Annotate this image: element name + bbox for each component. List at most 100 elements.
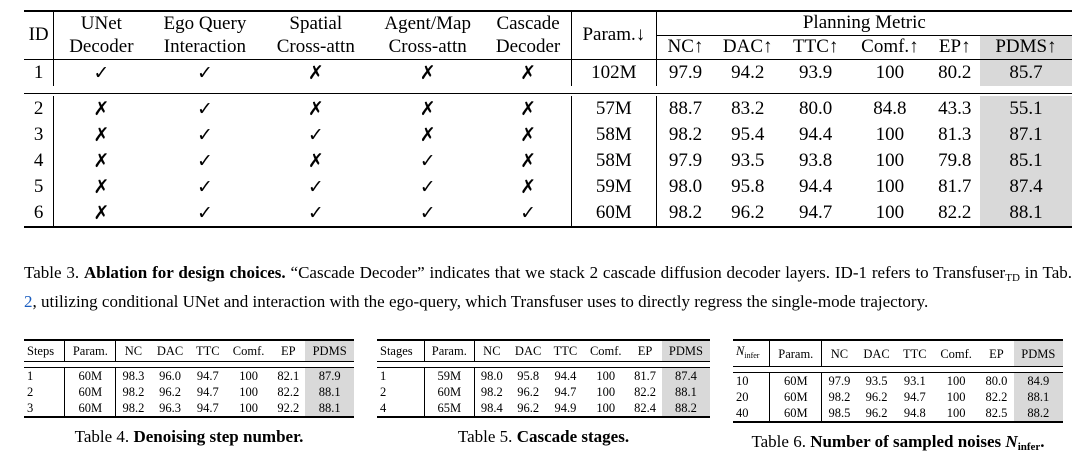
caption-label: Table 4. — [74, 427, 134, 446]
cell: 87.9 — [305, 367, 354, 384]
cell: 82.5 — [979, 405, 1014, 423]
header-nc: NC — [474, 340, 509, 362]
header-param: Param. — [423, 340, 475, 362]
cell-id: 1 — [33, 61, 44, 83]
cell-ego: ✓ — [196, 61, 213, 84]
cell-unet: ✓ — [53, 59, 149, 86]
cell: 94.7 — [196, 369, 219, 383]
cell-pdms: 87.1 — [979, 122, 1072, 148]
header-pdms: PDMS — [661, 340, 710, 362]
cell: 4 — [377, 400, 425, 418]
table-row: 1 59M 98.0 95.8 94.4 100 81.7 87.4 — [377, 367, 710, 384]
cell-ep: 80.2 — [938, 61, 972, 83]
cell: 93.5 — [865, 374, 888, 388]
header-param: Param. — [769, 340, 822, 367]
cell-unet: ✗ — [53, 148, 149, 174]
cell-cascade: ✗ — [520, 98, 537, 120]
cell: 1 — [27, 369, 34, 383]
cell: 98.2 — [115, 400, 151, 418]
header-dac: DAC↑ — [722, 36, 773, 57]
cell: 87.4 — [661, 367, 710, 384]
cell-cascade: ✗ — [520, 150, 537, 172]
cell-dac: 96.2 — [731, 202, 765, 223]
cell-agent: ✗ — [419, 98, 436, 120]
cell: 84.9 — [1013, 372, 1063, 389]
cell-nc: 97.9 — [655, 59, 715, 86]
table-row: 40 60M 98.5 96.2 94.8 100 82.5 88.2 — [733, 405, 1063, 423]
cell-ttc: 93.8 — [799, 150, 833, 171]
cell-nc: 88.7 — [655, 96, 715, 122]
cell: 60M — [769, 405, 822, 423]
header-ep: EP — [271, 340, 306, 362]
header-ttc: TTC — [547, 340, 584, 362]
table-3-caption: Table 3. Ablation for design choices. “C… — [24, 261, 1072, 313]
cell: 94.9 — [547, 400, 584, 418]
cell: 60M — [769, 372, 822, 389]
cell-pdms: 55.1 — [979, 96, 1072, 122]
header-comf: Comf.↑ — [861, 36, 919, 57]
header-pdms: PDMS↑ — [979, 35, 1072, 59]
cell: 98.4 — [474, 400, 509, 418]
cell-ttc: 94.4 — [799, 176, 833, 197]
cell: 88.1 — [1013, 389, 1063, 405]
cell: 98.2 — [474, 384, 509, 400]
header-param: Param.↓ — [570, 11, 657, 59]
table-3: ID UNet Ego Query Spatial Agent/Map Casc… — [24, 10, 1072, 228]
cell: 65M — [423, 400, 475, 418]
header-agent-1: Agent/Map — [384, 12, 471, 34]
cell: 100 — [239, 385, 258, 399]
cell-spatial: ✓ — [307, 124, 324, 146]
header-cascade-1: Cascade — [496, 12, 560, 34]
cell-nc: 98.0 — [655, 174, 715, 200]
table-reference-link[interactable]: 2 — [24, 292, 33, 311]
cell-spatial: ✗ — [307, 61, 324, 84]
cell-param: 60M — [570, 200, 657, 227]
cell: 20 — [736, 390, 749, 404]
header-ttc: TTC — [189, 340, 226, 362]
caption-subscript: TD — [1005, 272, 1020, 284]
cell-comf: 100 — [875, 124, 905, 145]
table-row: 4 65M 98.4 96.2 94.9 100 82.4 88.2 — [377, 400, 710, 418]
cell: 10 — [736, 374, 749, 388]
cell-spatial: ✗ — [307, 98, 324, 120]
table-row: 20 60M 98.2 96.2 94.7 100 82.2 88.1 — [733, 389, 1063, 405]
header-ttc: TTC↑ — [792, 36, 839, 57]
cell: 88.2 — [661, 400, 710, 418]
cell-comf: 100 — [875, 202, 905, 223]
cell: 82.1 — [277, 369, 300, 383]
cell-dac: 94.2 — [731, 61, 765, 83]
cell-comf: 100 — [875, 176, 905, 197]
cell: 98.0 — [474, 367, 509, 384]
cell: 100 — [946, 374, 966, 388]
header-ep: EP — [628, 340, 662, 362]
cell: 96.2 — [856, 405, 897, 423]
caption-label: Table 5. — [457, 427, 517, 446]
header-ttc: TTC — [896, 340, 933, 367]
cell: 88.2 — [1013, 405, 1063, 423]
caption-text: in Tab. — [1019, 263, 1072, 282]
cell: 92.2 — [271, 400, 306, 418]
table-4: Steps Param. NC DAC TTC Comf. EP PDMS 1 … — [24, 339, 354, 447]
header-nc: NC — [821, 340, 857, 367]
cell-unet: ✗ — [53, 122, 149, 148]
cell: 59M — [423, 367, 475, 384]
header-spatial-2: Cross-attn — [276, 35, 355, 57]
cell-id: 2 — [33, 98, 44, 119]
cell: 82.2 — [634, 385, 657, 399]
header-n-infer: Ninfer — [733, 340, 770, 367]
caption-text: , utilizing conditional UNet and interac… — [32, 292, 929, 311]
header-cascade-2: Decoder — [495, 35, 561, 57]
header-ep: EP↑ — [938, 36, 971, 57]
table-row: 2 60M 98.2 96.2 94.7 100 82.2 88.1 — [24, 384, 354, 400]
header-ego-1: Ego Query — [163, 12, 247, 34]
header-dac: DAC — [508, 340, 548, 362]
cell-ego: ✓ — [196, 150, 213, 172]
cell: 60M — [64, 400, 116, 418]
cell-nc: 98.2 — [655, 200, 715, 227]
caption-text: “Cascade Decoder” indicates that we stac… — [285, 263, 1006, 282]
cell-dac: 95.8 — [731, 176, 765, 197]
cell-ep: 79.8 — [938, 150, 972, 171]
cell: 96.0 — [159, 369, 182, 383]
cell-cascade: ✗ — [520, 61, 537, 84]
header-planning-metric: Planning Metric — [655, 11, 1072, 36]
